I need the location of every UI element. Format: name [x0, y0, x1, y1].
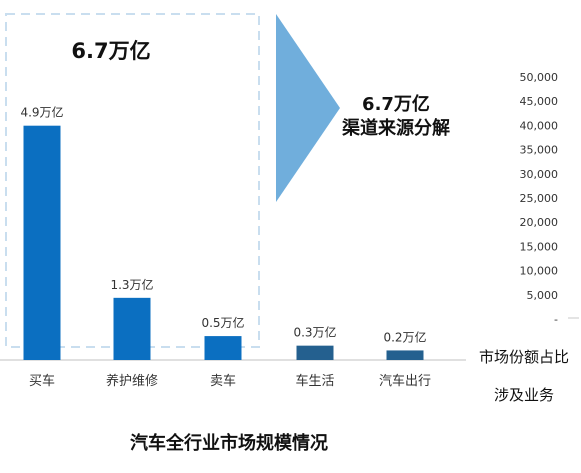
value-labels-group: 4.9万亿 1.3万亿 0.5万亿 0.3万亿 0.2万亿 [20, 105, 426, 345]
bar-3 [204, 336, 242, 360]
arrow-line1: 6.7万亿 [362, 93, 430, 115]
x-tick-label-3: 卖车 [210, 373, 236, 389]
bar-4 [296, 345, 334, 360]
secondary-tick-label-2: 45,000 [520, 95, 559, 108]
x-tick-label-2: 养护维修 [106, 373, 158, 389]
bar-2 [113, 297, 151, 360]
chart-title: 汽车全行业市场规模情况 [130, 432, 328, 454]
x-tick-label-5: 汽车出行 [379, 373, 431, 389]
secondary-tick-label-11: - [554, 313, 558, 326]
secondary-tick-label-8: 15,000 [520, 240, 559, 253]
arrow-shape [276, 14, 340, 202]
bars-group [23, 125, 424, 360]
secondary-tick-label-3: 40,000 [520, 119, 559, 132]
value-label-1: 4.9万亿 [20, 105, 63, 120]
bar-5 [386, 350, 424, 360]
x-tick-labels-group: 买车 养护维修 卖车 车生活 汽车出行 [29, 373, 431, 389]
value-label-3: 0.5万亿 [201, 315, 244, 330]
secondary-tick-label-6: 25,000 [520, 192, 559, 205]
secondary-label-2: 涉及业务 [494, 386, 554, 404]
value-label-2: 1.3万亿 [110, 277, 153, 292]
secondary-tick-label-9: 10,000 [520, 265, 559, 278]
secondary-tick-label-1: 50,000 [520, 71, 559, 84]
x-tick-label-4: 车生活 [295, 373, 334, 389]
bar-1 [23, 125, 61, 360]
x-tick-label-1: 买车 [29, 373, 55, 389]
secondary-tick-label-5: 30,000 [520, 168, 559, 181]
secondary-tick-label-7: 20,000 [520, 216, 559, 229]
value-label-4: 0.3万亿 [293, 325, 336, 340]
arrow-line2: 渠道来源分解 [342, 117, 450, 139]
secondary-ticks-group: 50,000 45,000 40,000 35,000 30,000 25,000 20,0… [520, 71, 559, 326]
highlight-total-label: 6.7万亿 [71, 39, 150, 63]
secondary-label-1: 市场份额占比 [479, 348, 569, 366]
secondary-tick-label-10: 5,000 [527, 289, 559, 302]
value-label-5: 0.2万亿 [383, 329, 426, 344]
secondary-tick-label-4: 35,000 [520, 144, 559, 157]
